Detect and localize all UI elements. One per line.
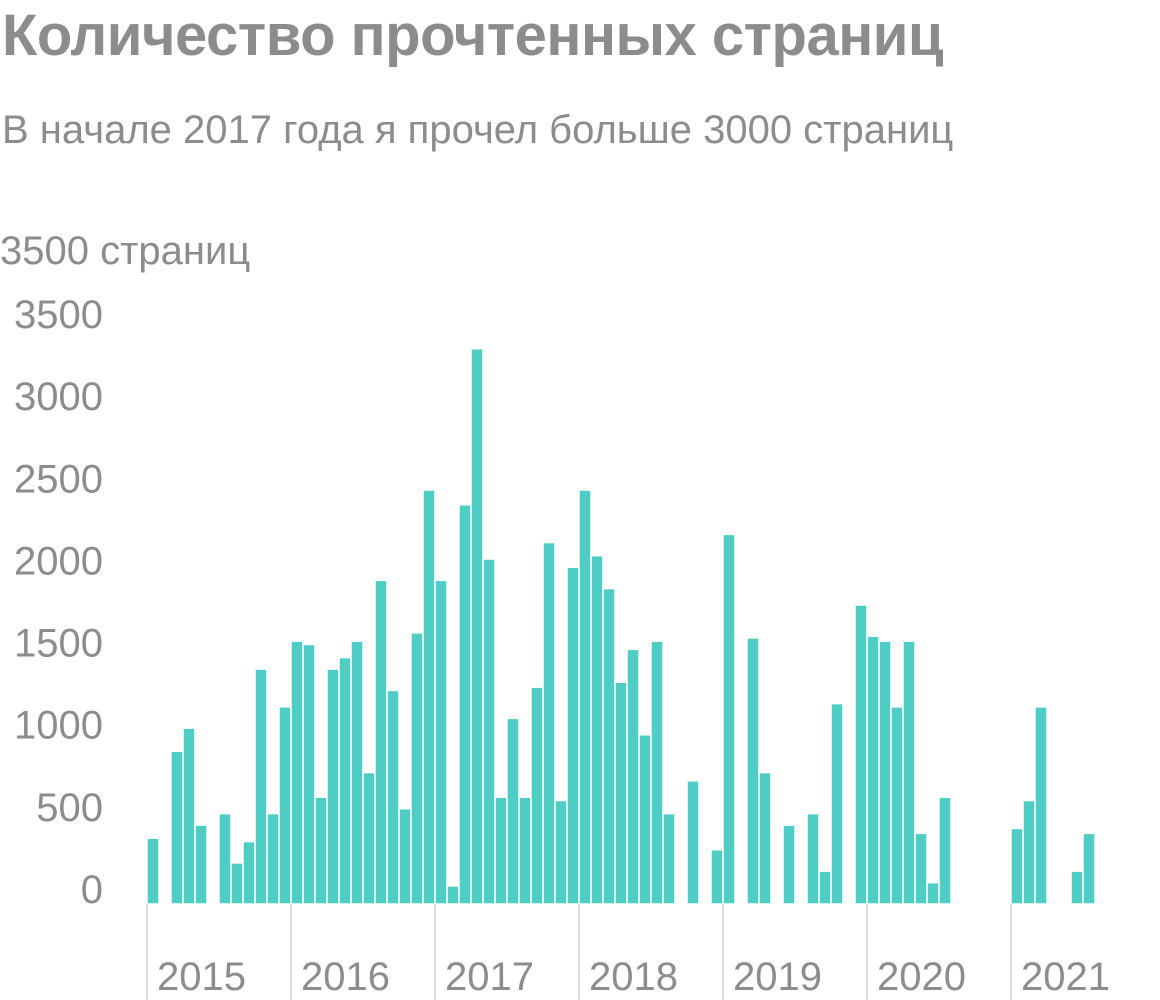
bar xyxy=(1010,827,1024,905)
y-tick-labels: 0 500 1000 1500 2000 2500 3000 3500 xyxy=(14,293,103,912)
bar xyxy=(854,604,868,905)
bar xyxy=(458,504,472,905)
bar xyxy=(542,541,556,905)
bar xyxy=(266,812,280,905)
y-tick-label: 1000 xyxy=(14,704,103,748)
y-tick-label: 0 xyxy=(81,868,103,912)
bar xyxy=(1034,706,1048,905)
x-tick-label: 2017 xyxy=(445,955,534,999)
bar xyxy=(914,832,928,905)
chart-title: Количество прочтенных страниц xyxy=(2,3,944,68)
bar xyxy=(602,587,616,905)
bar xyxy=(866,635,880,905)
bar xyxy=(422,489,436,905)
bar xyxy=(410,632,424,905)
bar xyxy=(590,554,604,905)
bars xyxy=(146,347,1096,905)
bar xyxy=(746,637,760,905)
bar xyxy=(818,870,832,905)
bar xyxy=(362,771,376,905)
x-tick-labels: 2015 2016 2017 2018 2019 2020 2021 xyxy=(157,955,1110,999)
bar xyxy=(170,750,184,905)
chart-subtitle: В начале 2017 года я прочел больше 3000 … xyxy=(2,108,954,152)
bar xyxy=(302,643,316,905)
x-tick-label: 2016 xyxy=(301,955,390,999)
y-tick-label: 3000 xyxy=(14,375,103,419)
bar xyxy=(386,689,400,905)
y-tick-label: 2500 xyxy=(14,457,103,501)
bar xyxy=(890,706,904,905)
bar xyxy=(434,579,448,905)
x-tick-label: 2021 xyxy=(1021,955,1110,999)
y-axis-label: 3500 страниц xyxy=(0,229,250,273)
bar xyxy=(374,579,388,905)
bar xyxy=(326,668,340,905)
bar xyxy=(338,656,352,905)
bar xyxy=(242,840,256,905)
bar xyxy=(506,717,520,905)
bar xyxy=(566,566,580,905)
bar xyxy=(254,668,268,905)
bar xyxy=(446,885,460,905)
bar xyxy=(554,799,568,905)
bar xyxy=(710,849,724,905)
bar xyxy=(518,796,532,905)
bar xyxy=(494,796,508,905)
y-tick-label: 1500 xyxy=(14,622,103,666)
bar xyxy=(878,640,892,905)
bar xyxy=(806,812,820,905)
bar xyxy=(1070,870,1084,905)
y-tick-label: 2000 xyxy=(14,539,103,583)
bar xyxy=(902,640,916,905)
x-tick-label: 2015 xyxy=(157,955,246,999)
bar xyxy=(1022,799,1036,905)
bar xyxy=(650,640,664,905)
bar xyxy=(290,640,304,905)
bar xyxy=(830,702,844,905)
bar xyxy=(686,780,700,905)
y-tick-label: 3500 xyxy=(14,293,103,337)
bar xyxy=(758,771,772,905)
bar xyxy=(230,862,244,905)
bar xyxy=(182,727,196,905)
bar xyxy=(938,796,952,905)
bar xyxy=(626,648,640,905)
bar xyxy=(662,812,676,905)
bar xyxy=(614,681,628,905)
bar xyxy=(782,824,796,905)
bar xyxy=(530,686,544,905)
bar xyxy=(722,533,736,905)
bar xyxy=(482,558,496,905)
bar xyxy=(218,812,232,905)
x-tick-label: 2019 xyxy=(733,955,822,999)
bar xyxy=(194,824,208,905)
bar xyxy=(926,881,940,905)
x-tick-label: 2018 xyxy=(589,955,678,999)
bar xyxy=(314,796,328,905)
y-tick-label: 500 xyxy=(36,786,103,830)
x-tick-marks xyxy=(146,904,1012,1000)
x-tick-label: 2020 xyxy=(877,955,966,999)
bar xyxy=(638,734,652,905)
bar xyxy=(578,489,592,905)
bar xyxy=(350,640,364,905)
bar xyxy=(278,706,292,905)
bar xyxy=(146,837,160,905)
bar xyxy=(1082,832,1096,905)
bar xyxy=(398,807,412,905)
bar xyxy=(470,347,484,905)
